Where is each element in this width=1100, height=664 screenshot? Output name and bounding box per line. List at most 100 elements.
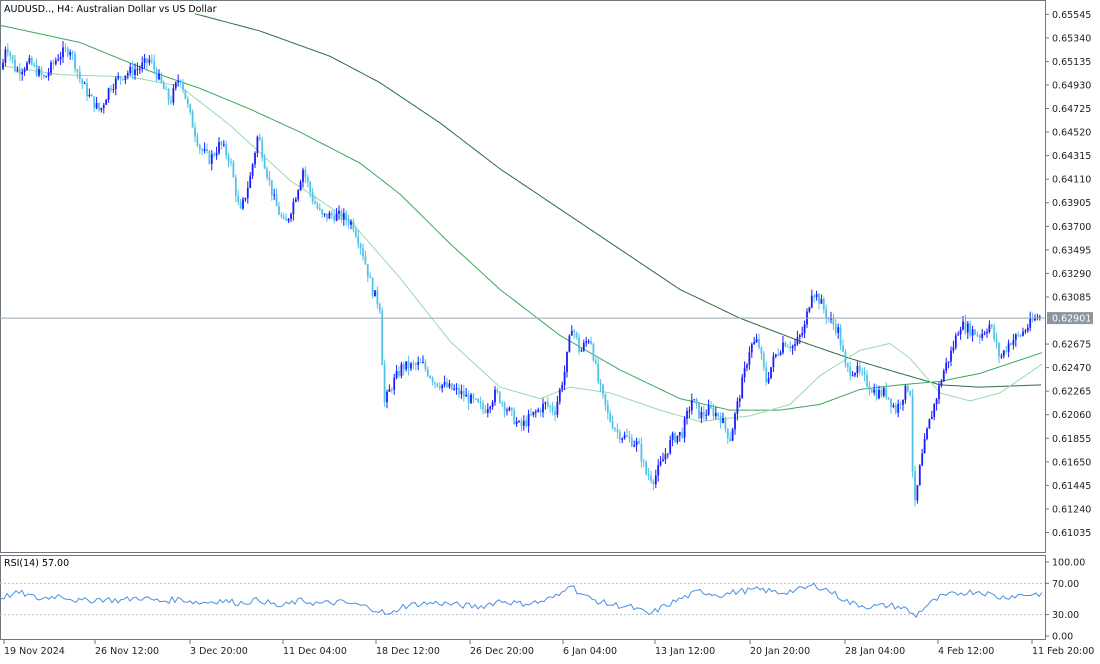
bear-candle bbox=[846, 363, 849, 368]
bear-candle bbox=[911, 395, 914, 472]
bear-candle bbox=[369, 276, 372, 279]
bull-candle bbox=[933, 404, 936, 417]
bear-candle bbox=[719, 416, 722, 423]
bear-candle bbox=[861, 371, 864, 373]
bull-candle bbox=[750, 344, 753, 353]
bear-candle bbox=[640, 443, 643, 462]
bear-candle bbox=[674, 433, 676, 443]
bull-candle bbox=[26, 62, 28, 70]
bear-candle bbox=[818, 294, 820, 304]
bear-candle bbox=[606, 404, 609, 414]
bull-candle bbox=[124, 75, 127, 80]
bull-candle bbox=[1024, 330, 1027, 332]
bull-candle bbox=[83, 83, 86, 85]
bear-candle bbox=[825, 309, 828, 318]
bull-candle bbox=[95, 102, 98, 109]
bear-candle bbox=[438, 386, 441, 389]
bear-candle bbox=[364, 256, 367, 265]
bear-candle bbox=[546, 402, 549, 406]
bear-candle bbox=[424, 362, 427, 370]
bull-candle bbox=[4, 49, 7, 63]
bear-candle bbox=[482, 403, 484, 410]
bear-candle bbox=[590, 340, 592, 344]
bear-candle bbox=[993, 326, 996, 340]
bull-candle bbox=[246, 187, 249, 198]
bull-candle bbox=[582, 343, 585, 351]
bear-candle bbox=[359, 244, 362, 249]
bull-candle bbox=[508, 407, 511, 411]
bear-candle bbox=[110, 88, 112, 90]
bear-candle bbox=[909, 391, 912, 396]
bull-candle bbox=[654, 475, 657, 485]
bull-candle bbox=[671, 433, 674, 440]
bull-candle bbox=[741, 377, 744, 399]
bull-candle bbox=[134, 69, 136, 75]
bear-candle bbox=[496, 389, 499, 392]
bull-candle bbox=[491, 402, 494, 407]
price-tick-label: 0.61445 bbox=[1052, 481, 1091, 492]
bear-candle bbox=[30, 57, 33, 65]
bear-candle bbox=[33, 64, 36, 66]
bear-candle bbox=[347, 220, 350, 225]
price-tick-label: 0.63905 bbox=[1052, 198, 1091, 209]
bear-candle bbox=[710, 406, 712, 408]
bull-candle bbox=[138, 68, 141, 70]
price-tick-label: 0.63085 bbox=[1052, 292, 1091, 303]
bull-candle bbox=[386, 391, 388, 403]
price-axis[interactable]: 0.65545 0.65340 0.65135 0.64930 0.64725 0.645… bbox=[1045, 10, 1091, 539]
bull-candle bbox=[38, 69, 40, 76]
bull-candle bbox=[942, 370, 945, 382]
bull-candle bbox=[563, 371, 566, 385]
rsi-tick-label: 0.00 bbox=[1052, 632, 1073, 643]
bear-candle bbox=[275, 194, 278, 207]
bear-candle bbox=[261, 140, 264, 159]
bear-candle bbox=[592, 343, 595, 361]
bear-candle bbox=[698, 403, 700, 419]
bull-candle bbox=[659, 461, 662, 466]
bull-candle bbox=[244, 197, 247, 200]
bear-candle bbox=[1005, 350, 1008, 352]
bear-candle bbox=[194, 127, 196, 137]
bull-candle bbox=[542, 403, 544, 413]
bull-candle bbox=[954, 335, 957, 348]
bull-candle bbox=[623, 435, 626, 439]
bull-candle bbox=[518, 421, 520, 423]
bear-candle bbox=[182, 81, 184, 90]
bear-candle bbox=[890, 398, 892, 407]
bull-candle bbox=[158, 73, 160, 80]
bear-candle bbox=[575, 332, 578, 338]
bull-candle bbox=[2, 62, 4, 70]
rsi-tick-label: 70.00 bbox=[1052, 579, 1079, 590]
bear-candle bbox=[42, 75, 45, 78]
bull-candle bbox=[902, 399, 904, 405]
bear-candle bbox=[74, 53, 76, 70]
bear-candle bbox=[998, 343, 1000, 357]
bear-candle bbox=[530, 414, 532, 416]
bear-candle bbox=[717, 412, 720, 417]
bull-candle bbox=[422, 362, 424, 364]
time-tick-label: 11 Feb 20:00 bbox=[1032, 646, 1094, 657]
bull-candle bbox=[705, 415, 708, 417]
price-tick-label: 0.63700 bbox=[1052, 222, 1091, 233]
bear-candle bbox=[232, 162, 235, 178]
bear-candle bbox=[52, 62, 55, 64]
bear-candle bbox=[170, 100, 172, 103]
bear-candle bbox=[76, 69, 79, 72]
bull-candle bbox=[952, 347, 955, 351]
bull-candle bbox=[731, 429, 734, 441]
bull-candle bbox=[448, 383, 451, 388]
bull-candle bbox=[489, 406, 492, 409]
bear-candle bbox=[990, 324, 993, 327]
bear-candle bbox=[539, 409, 542, 413]
bull-candle bbox=[748, 352, 751, 365]
rsi-indicator-label: RSI(14) 57.00 bbox=[4, 558, 69, 569]
bull-candle bbox=[815, 294, 818, 298]
bull-candle bbox=[851, 375, 854, 377]
time-axis[interactable]: 19 Nov 2024 26 Nov 12:00 3 Dec 20:00 11 Dec… bbox=[3, 640, 1094, 657]
bull-candle bbox=[854, 373, 856, 376]
bear-candle bbox=[870, 389, 873, 393]
bull-candle bbox=[47, 72, 50, 77]
bear-candle bbox=[18, 69, 21, 75]
